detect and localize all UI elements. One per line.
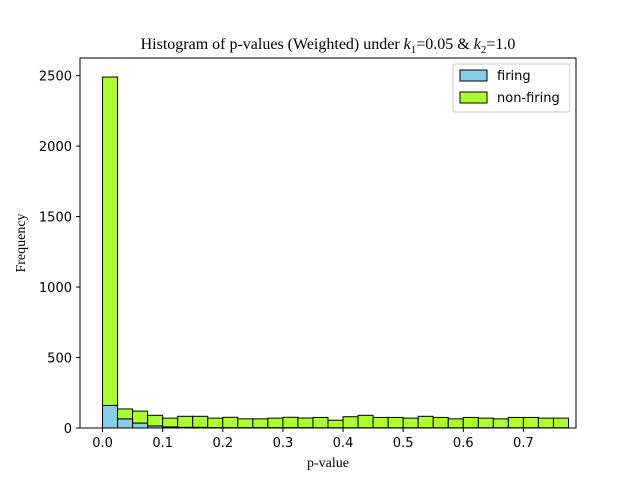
x-axis-label: p-value: [307, 456, 349, 471]
bar-non-firing-19: [387, 416, 404, 429]
x-tick-label: 0.7: [513, 436, 534, 451]
x-tick-label: 0.5: [393, 436, 414, 451]
y-tick-label: 0: [64, 422, 72, 437]
bar-non-firing-11: [267, 417, 284, 429]
bar-non-firing-18: [372, 416, 389, 429]
title-k2: k: [474, 36, 482, 53]
bar-non-firing-20: [402, 417, 419, 429]
bar-non-firing-14: [312, 416, 329, 429]
bar-non-firing-7: [207, 417, 224, 429]
bar-non-firing-23: [447, 418, 464, 429]
title-k1: k: [404, 36, 412, 53]
legend-label-firing: firing: [497, 69, 531, 84]
title-k1-sub: 1: [411, 44, 417, 56]
plot-frame: [79, 57, 577, 429]
bar-non-firing-6: [192, 415, 209, 428]
legend-swatch-firing: [459, 69, 488, 82]
bar-firing-2: [132, 422, 149, 429]
bar-firing-0: [102, 404, 119, 429]
y-ticks: 0 500 1000 1500 2000 2500: [39, 70, 80, 437]
bar-non-firing-4: [162, 417, 179, 428]
x-tick-label: 0.2: [212, 436, 233, 451]
legend: firing non-firing: [452, 63, 571, 113]
y-tick-label: 500: [47, 352, 72, 367]
bar-non-firing-30: [552, 417, 569, 429]
x-tick-label: 0.0: [92, 436, 113, 451]
y-axis-label: Frequency: [14, 213, 29, 272]
bar-non-firing-9: [237, 418, 254, 429]
bar-non-firing-25: [477, 417, 494, 429]
x-tick-label: 0.6: [453, 436, 474, 451]
bar-non-firing-2: [132, 410, 149, 424]
bar-non-firing-21: [417, 415, 434, 429]
bar-non-firing-26: [492, 418, 509, 429]
y-tick-label: 1500: [39, 211, 72, 226]
bar-non-firing-8: [222, 416, 239, 429]
bar-non-firing-16: [342, 416, 359, 429]
bars-group: [102, 76, 569, 429]
bar-non-firing-27: [507, 416, 524, 429]
bar-non-firing-10: [252, 418, 269, 429]
bar-firing-1: [117, 418, 134, 429]
legend-label-non-firing: non-firing: [497, 91, 560, 106]
bar-non-firing-15: [327, 419, 344, 429]
x-tick-label: 0.4: [333, 436, 354, 451]
bar-non-firing-12: [282, 416, 299, 429]
legend-swatch-non-firing: [459, 91, 488, 104]
bar-non-firing-17: [357, 414, 374, 429]
y-tick-label: 1000: [39, 281, 72, 296]
x-tick-label: 0.1: [152, 436, 173, 451]
bar-non-firing-24: [462, 416, 479, 429]
x-tick-label: 0.3: [273, 436, 294, 451]
bar-non-firing-0: [102, 76, 119, 406]
bar-non-firing-22: [432, 416, 449, 429]
bar-non-firing-3: [147, 414, 164, 427]
chart-title: Histogram of p-values (Weighted) under k…: [141, 36, 516, 56]
bar-non-firing-29: [537, 417, 554, 429]
y-tick-label: 2500: [39, 70, 72, 85]
x-ticks: 0.0 0.1 0.2 0.3 0.4 0.5 0.6 0.7: [92, 428, 534, 451]
bar-non-firing-28: [522, 416, 539, 429]
bar-non-firing-5: [177, 415, 194, 428]
title-k2-value: =1.0: [486, 36, 515, 53]
title-k1-value: =0.05 &: [416, 36, 473, 53]
title-prefix: Histogram of p-values (Weighted) under: [141, 36, 404, 53]
title-k2-sub: 2: [481, 44, 487, 56]
y-tick-label: 2000: [39, 140, 72, 155]
bar-non-firing-13: [297, 417, 314, 429]
bar-non-firing-1: [117, 408, 134, 420]
